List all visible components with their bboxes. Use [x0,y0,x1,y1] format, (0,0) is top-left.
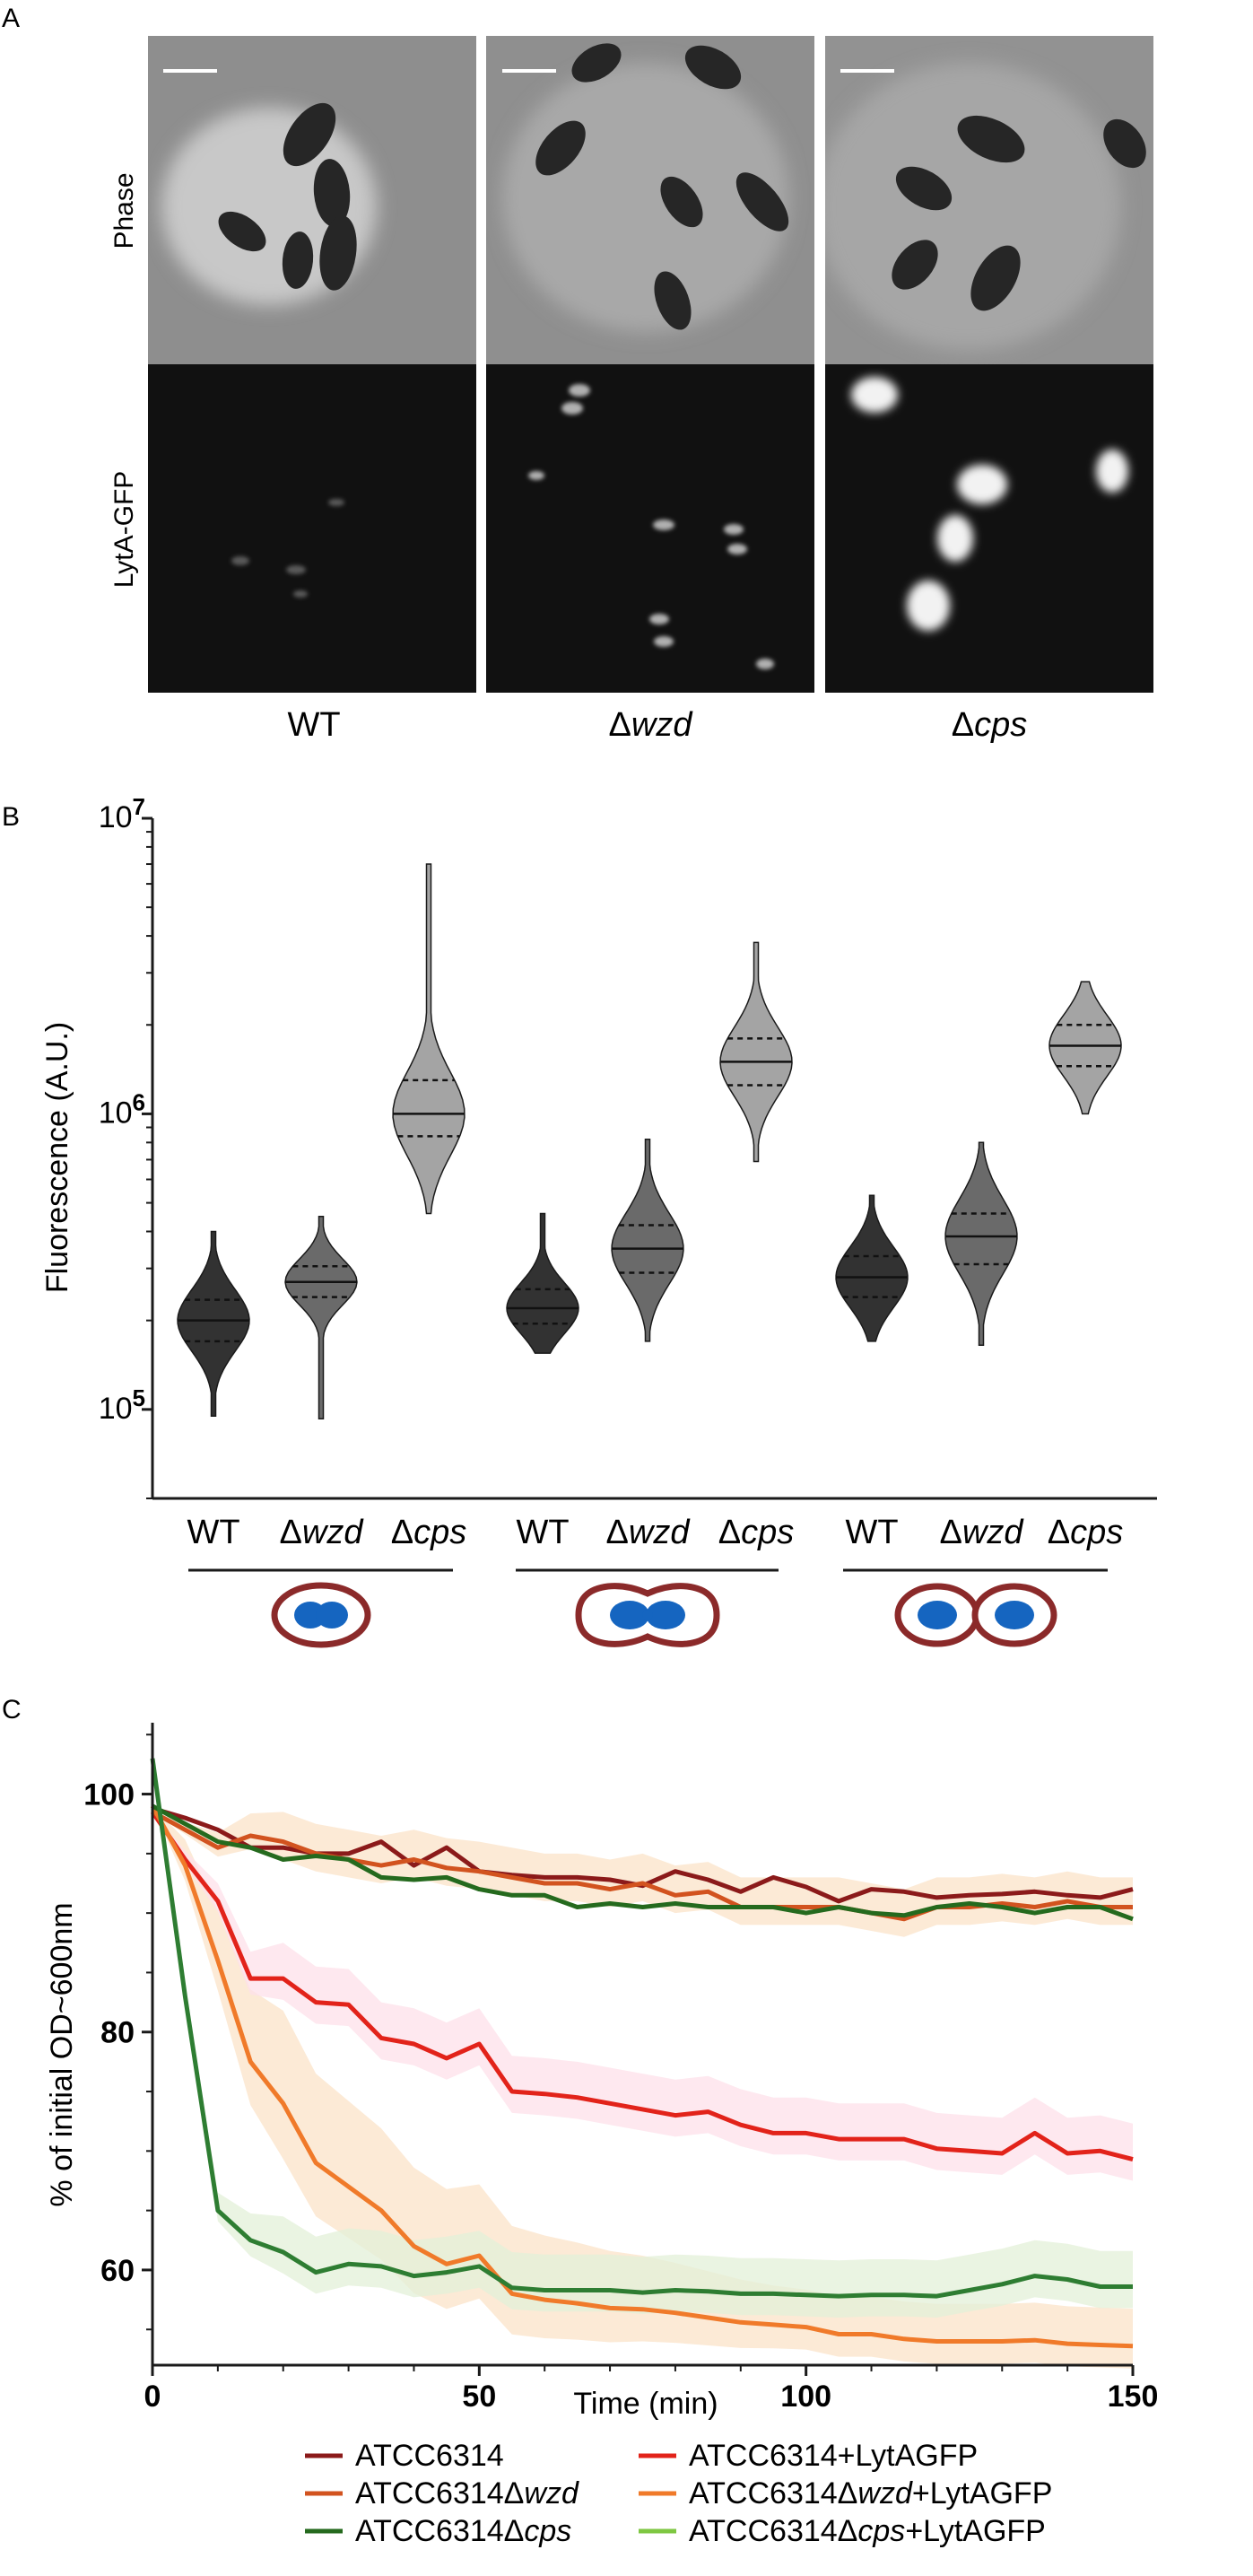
confidence-band [152,1812,1133,1937]
phase-image-wzd [486,36,814,364]
scale-bar [840,69,894,73]
panel-letter-b: B [2,802,20,832]
row-label-lyta-gfp: LytA-GFP [109,471,139,589]
violin-constricting-2 [719,941,793,1163]
violin-constricting-1 [611,1139,684,1342]
y-axis-title: Fluorescence (A.U.) [40,1022,74,1293]
legend-entry: ATCC6314 [305,2439,504,2473]
legend-label: ATCC6314Δcps [355,2514,571,2548]
series-line-4 [151,1803,1134,1922]
phase-image-wt [148,36,476,364]
y-tick-label: 105 [99,1384,145,1426]
confidence-band [152,1812,1133,2181]
violins [177,863,1122,1419]
x-ticks: 0 50 100 150 [144,2365,1159,2414]
gfp-image-cps [825,364,1153,693]
violin-single-nucleoid-0 [177,1230,250,1417]
x-tick-label: Δcps [1048,1514,1124,1551]
panel-letter-a: A [2,4,20,33]
violin-two-cells-1 [944,1141,1018,1346]
series-lines [150,1758,1134,2349]
x-tick-label: 50 [462,2380,496,2414]
legend-label: ATCC6314Δwzd+LytAGFP [689,2476,1052,2511]
y-tick-label: 80 [100,2016,135,2050]
x-tick-label: 0 [144,2380,161,2414]
y-tick-label: 106 [99,1088,145,1130]
y-tick-label: 60 [100,2254,135,2288]
scale-bar [502,69,556,73]
cell-schematic-constricting [575,1583,720,1647]
micrograph-grid [148,36,1153,693]
x-tick-label: WT [516,1514,569,1551]
scale-bar [163,69,217,73]
x-tick-labels: WT Δwzd Δcps WT Δwzd Δcps WT Δwzd Δcps [187,1514,1123,1551]
violin-chart: 105 106 107 Fluorescence (A.U.) WT Δwzd Δcps… [40,793,1157,1648]
x-tick-label: Δwzd [280,1514,365,1551]
x-tick-label: Δcps [718,1514,795,1551]
series-line-3 [150,1804,1134,2349]
phase-image-cps [825,36,1153,364]
column-labels: WT Δwzd Δcps [287,706,1027,744]
violin-two-cells-2 [1049,981,1122,1115]
y-axis-title: % of initial OD~600nm [45,1902,79,2206]
violin-single-nucleoid-1 [284,1215,358,1419]
legend-label: ATCC6314Δcps+LytAGFP [689,2514,1046,2548]
legend-label: ATCC6314Δwzd [355,2476,579,2511]
legend-entry: ATCC6314Δcps+LytAGFP [639,2514,1046,2548]
x-tick-label: Δwzd [940,1514,1025,1551]
y-tick-label: 100 [83,1778,135,1812]
series-line-5 [150,1758,1133,2299]
confidence-band [152,1758,1133,2318]
series-line-2 [151,1810,1133,1922]
violin-single-nucleoid-2 [392,863,466,1215]
violin-two-cells-0 [835,1194,909,1342]
x-tick-label: Δwzd [606,1514,692,1551]
y-ticks: 60 80 100 [83,1733,152,2331]
panel-letter-c: C [2,1695,22,1725]
gfp-image-wt [148,364,476,693]
column-label-wzd: Δwzd [609,706,694,744]
column-label-cps: Δcps [952,706,1028,744]
gfp-image-wzd [486,364,814,693]
x-tick-label: 100 [780,2380,831,2414]
y-ticks: 105 106 107 [99,793,152,1499]
series-line-1 [150,1810,1134,2162]
violin-constricting-0 [506,1212,579,1354]
x-tick-label: Δcps [391,1514,467,1551]
cell-schematic-two-cells [894,1583,1057,1647]
x-tick-label: 150 [1108,2380,1159,2414]
legend-label: ATCC6314+LytAGFP [689,2439,978,2473]
legend-entry: ATCC6314Δwzd+LytAGFP [639,2476,1052,2511]
x-tick-label: WT [187,1514,239,1551]
legend-entry: ATCC6314Δcps [305,2514,571,2548]
legend-entry: ATCC6314Δwzd [305,2476,579,2511]
x-axis-title: Time (min) [573,2387,718,2421]
x-tick-label: WT [845,1514,898,1551]
row-label-phase: Phase [109,172,139,249]
y-tick-label: 107 [99,793,145,834]
legend-entry: ATCC6314+LytAGFP [639,2439,978,2473]
cell-schematic-single-nucleoid [271,1582,371,1648]
column-label-wt: WT [287,706,340,744]
legend-label: ATCC6314 [355,2439,504,2473]
